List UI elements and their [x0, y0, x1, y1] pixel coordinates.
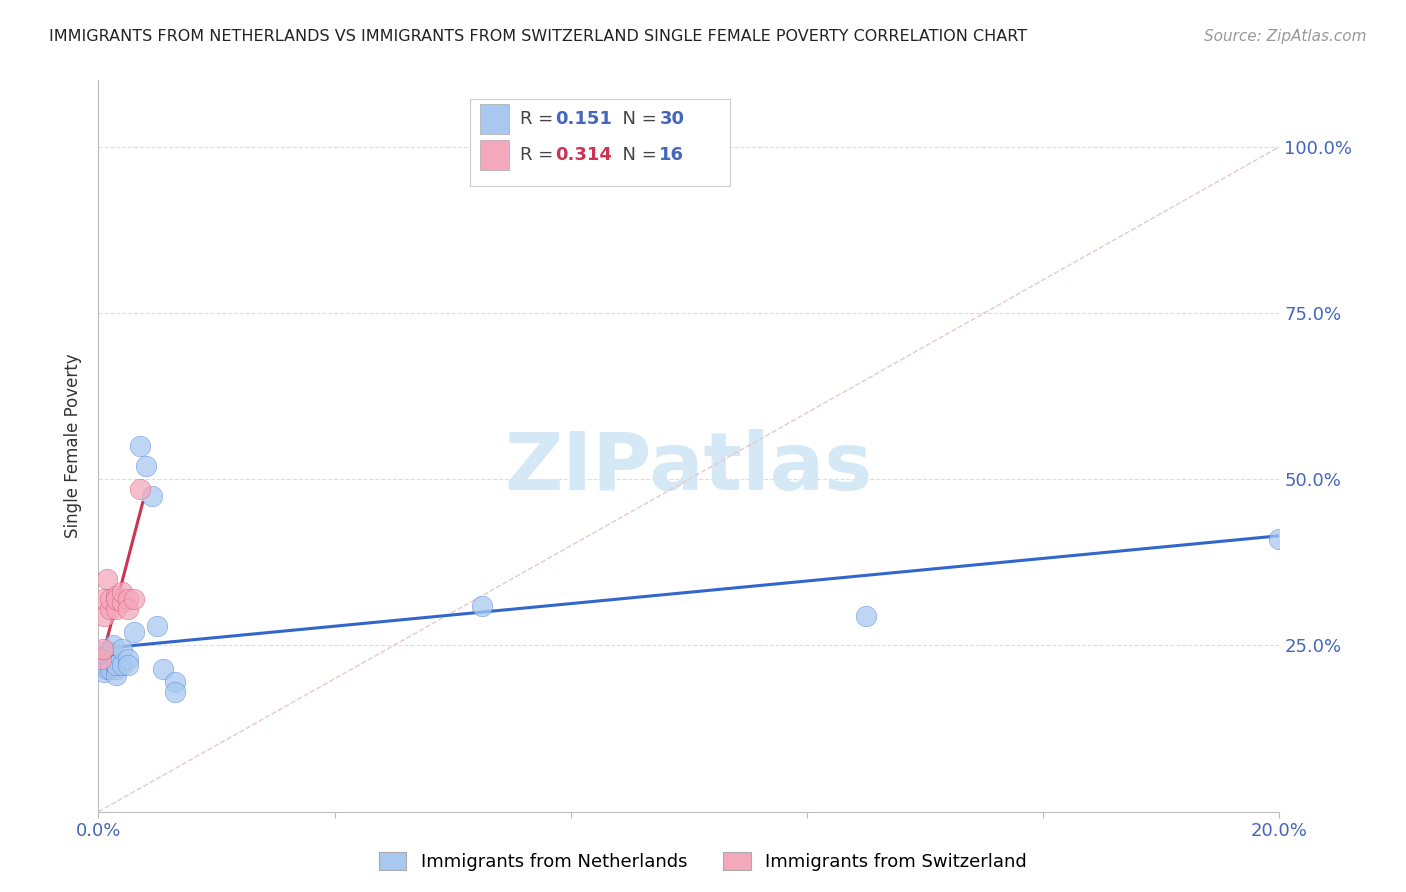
Text: N =: N = [612, 110, 662, 128]
Point [855, 608, 877, 623]
Point [146, 618, 169, 632]
Point [90, 652, 112, 666]
Point [111, 595, 134, 609]
Point [98, 591, 121, 606]
Legend: Immigrants from Netherlands, Immigrants from Switzerland: Immigrants from Netherlands, Immigrants … [373, 845, 1033, 879]
Point [128, 482, 150, 496]
Point [111, 585, 134, 599]
Point [98, 645, 121, 659]
Point [117, 591, 139, 606]
Point [93, 655, 115, 669]
Point [128, 439, 150, 453]
FancyBboxPatch shape [471, 99, 730, 186]
Point [122, 625, 145, 640]
Point [105, 591, 128, 606]
Point [152, 662, 174, 676]
FancyBboxPatch shape [479, 139, 509, 170]
Point [105, 589, 128, 603]
Point [98, 658, 121, 673]
Point [1268, 532, 1291, 546]
Point [122, 591, 145, 606]
Point [165, 675, 187, 690]
Point [117, 652, 139, 666]
Text: R =: R = [520, 110, 560, 128]
Text: 0.314: 0.314 [555, 146, 613, 164]
Text: 30: 30 [659, 110, 685, 128]
Point [105, 662, 128, 676]
Point [93, 591, 115, 606]
Text: R =: R = [520, 146, 560, 164]
Point [103, 639, 125, 653]
Text: N =: N = [612, 146, 662, 164]
Point [96, 658, 118, 673]
Text: Source: ZipAtlas.com: Source: ZipAtlas.com [1204, 29, 1367, 45]
Y-axis label: Single Female Poverty: Single Female Poverty [65, 354, 83, 538]
Text: 0.151: 0.151 [555, 110, 613, 128]
Point [90, 655, 112, 669]
Text: ZIPatlas: ZIPatlas [505, 429, 873, 507]
Point [105, 658, 128, 673]
Point [91, 641, 114, 656]
Point [90, 645, 112, 659]
Point [105, 658, 128, 673]
Point [135, 458, 157, 473]
Point [98, 602, 121, 616]
Point [93, 608, 115, 623]
Point [111, 641, 134, 656]
Point [105, 602, 128, 616]
Point [111, 658, 134, 673]
Point [471, 599, 494, 613]
Point [165, 685, 187, 699]
Point [93, 652, 115, 666]
Text: 16: 16 [659, 146, 685, 164]
Point [96, 662, 118, 676]
FancyBboxPatch shape [479, 103, 509, 135]
Point [96, 572, 118, 586]
Point [93, 665, 115, 679]
Point [98, 662, 121, 676]
Point [117, 602, 139, 616]
Point [105, 668, 128, 682]
Point [117, 658, 139, 673]
Point [141, 489, 163, 503]
Text: IMMIGRANTS FROM NETHERLANDS VS IMMIGRANTS FROM SWITZERLAND SINGLE FEMALE POVERTY: IMMIGRANTS FROM NETHERLANDS VS IMMIGRANT… [49, 29, 1028, 45]
